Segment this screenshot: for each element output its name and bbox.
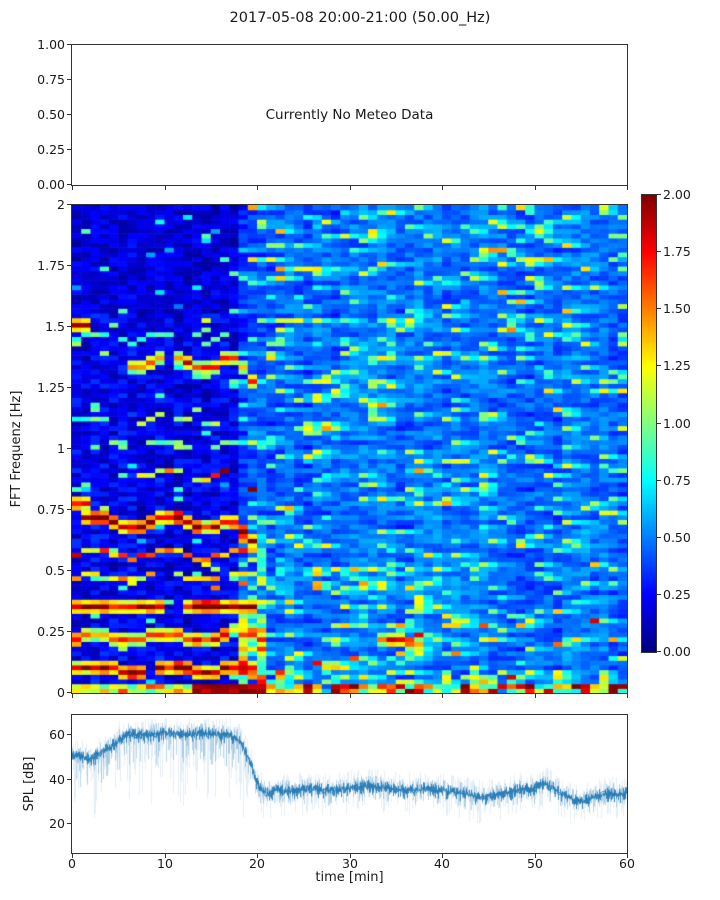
colorbar-tick-label: 1.25	[663, 358, 691, 373]
fft-y-tick-label: 2	[57, 197, 65, 212]
time-x-tick-label: 60	[619, 856, 635, 871]
figure-title: 2017-05-08 20:00-21:00 (50.00_Hz)	[229, 10, 491, 26]
meteo-y-tick	[67, 44, 71, 45]
colorbar-gradient	[641, 194, 657, 653]
fft-y-tick-label: 0	[57, 685, 65, 700]
spl-x-tick	[165, 854, 166, 858]
spl-y-tick-label: 20	[49, 816, 65, 831]
spl-line-chart	[71, 714, 628, 854]
meteo-y-tick-label: 0.25	[37, 142, 65, 157]
spl-y-tick-label: 60	[49, 727, 65, 742]
meteo-panel: Currently No Meteo Data	[71, 44, 628, 186]
time-x-tick-label: 10	[157, 856, 173, 871]
fft-y-tick	[67, 692, 71, 693]
meteo-y-tick-label: 0.50	[37, 107, 65, 122]
colorbar-tick-label: 0.25	[663, 587, 691, 602]
fft-y-tick	[67, 326, 71, 327]
colorbar-tick	[657, 194, 661, 195]
fft-y-tick	[67, 631, 71, 632]
meteo-y-tick	[67, 184, 71, 185]
colorbar-tick	[657, 594, 661, 595]
fft-y-tick-label: 0.5	[45, 563, 65, 578]
meteo-x-tick	[442, 186, 443, 190]
meteo-y-tick	[67, 149, 71, 150]
fft-y-tick-label: 0.25	[37, 624, 65, 639]
colorbar-tick-label: 1.50	[663, 301, 691, 316]
fft-y-tick-label: 1	[57, 441, 65, 456]
colorbar-tick-label: 0.00	[663, 644, 691, 659]
colorbar-tick-label: 0.75	[663, 473, 691, 488]
spl-x-tick	[350, 854, 351, 858]
time-x-tick-label: 40	[434, 856, 450, 871]
colorbar-tick-label: 2.00	[663, 187, 691, 202]
colorbar-tick-label: 0.50	[663, 530, 691, 545]
fft-x-tick	[350, 694, 351, 698]
spl-x-tick	[442, 854, 443, 858]
colorbar-tick	[657, 251, 661, 252]
colorbar-tick	[657, 308, 661, 309]
meteo-x-tick	[627, 186, 628, 190]
fft-y-tick	[67, 204, 71, 205]
fft-y-tick-label: 1.5	[45, 319, 65, 334]
spl-x-tick	[535, 854, 536, 858]
fft-x-tick	[257, 694, 258, 698]
spectrogram-heatmap	[71, 204, 628, 694]
meteo-message: Currently No Meteo Data	[265, 107, 434, 123]
meteo-x-tick	[535, 186, 536, 190]
colorbar-tick-label: 1.00	[663, 416, 691, 431]
meteo-x-tick	[257, 186, 258, 190]
colorbar-tick-label: 1.75	[663, 244, 691, 259]
spl-x-tick	[72, 854, 73, 858]
spl-y-tick-label: 40	[49, 772, 65, 787]
spl-y-tick	[67, 823, 71, 824]
meteo-x-tick	[165, 186, 166, 190]
meteo-y-tick-label: 1.00	[37, 37, 65, 52]
fft-y-tick-label: 0.75	[37, 502, 65, 517]
fft-y-tick	[67, 570, 71, 571]
colorbar-tick	[657, 651, 661, 652]
spl-x-tick	[627, 854, 628, 858]
colorbar-tick	[657, 423, 661, 424]
fft-x-tick	[165, 694, 166, 698]
fft-y-tick	[67, 448, 71, 449]
fft-x-tick	[627, 694, 628, 698]
colorbar-tick	[657, 537, 661, 538]
spl-y-tick	[67, 734, 71, 735]
fft-x-tick	[535, 694, 536, 698]
meteo-x-tick	[350, 186, 351, 190]
time-xlabel: time [min]	[315, 870, 384, 885]
time-x-tick-label: 0	[68, 856, 76, 871]
fft-y-tick	[67, 387, 71, 388]
time-x-tick-label: 30	[342, 856, 358, 871]
fft-x-tick	[442, 694, 443, 698]
spl-y-tick	[67, 779, 71, 780]
fft-y-tick-label: 1.25	[37, 380, 65, 395]
meteo-y-tick	[67, 114, 71, 115]
time-x-tick-label: 20	[249, 856, 265, 871]
fft-y-tick	[67, 265, 71, 266]
colorbar-tick	[657, 365, 661, 366]
meteo-y-tick-label: 0.75	[37, 72, 65, 87]
time-x-tick-label: 50	[527, 856, 543, 871]
meteo-y-tick-label: 0.00	[37, 177, 65, 192]
fft-y-tick-label: 1.75	[37, 258, 65, 273]
colorbar-tick	[657, 480, 661, 481]
spl-x-tick	[257, 854, 258, 858]
meteo-y-tick	[67, 79, 71, 80]
fft-x-tick	[72, 694, 73, 698]
fft-y-tick	[67, 509, 71, 510]
meteo-x-tick	[72, 186, 73, 190]
